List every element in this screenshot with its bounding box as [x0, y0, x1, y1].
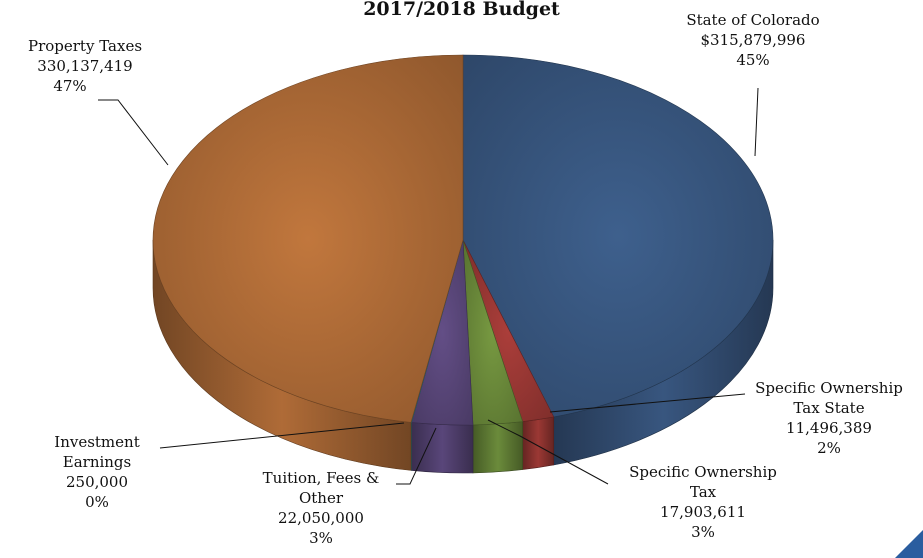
label-sot-name2: Tax: [689, 483, 717, 501]
label-state-of-colorado: State of Colorado $315,879,996 45%: [668, 10, 838, 70]
label-state-name: State of Colorado: [686, 11, 820, 29]
leader-line: [754, 87, 759, 157]
pie-side-specific-ownership-tax-state: [522, 416, 555, 470]
label-investment-percent: 0%: [85, 493, 109, 511]
leader-line: [396, 427, 437, 485]
label-sot: Specific Ownership Tax 17,903,611 3%: [608, 462, 798, 542]
label-sot-state-percent: 2%: [817, 439, 841, 457]
label-property-taxes: Property Taxes 330,137,419 47%: [0, 36, 170, 96]
label-sot-value: 17,903,611: [660, 503, 746, 521]
label-tuition: Tuition, Fees & Other 22,050,000 3%: [246, 468, 396, 548]
label-state-percent: 45%: [736, 51, 770, 69]
corner-accent: [895, 530, 923, 558]
chart-title: 2017/2018 Budget: [363, 0, 560, 20]
label-property-name: Property Taxes: [27, 37, 143, 55]
label-property-percent: 47%: [53, 77, 87, 95]
label-sot-state-value: 11,496,389: [786, 419, 872, 437]
label-investment-value: 250,000: [65, 473, 129, 491]
label-sot-name1: Specific Ownership: [629, 463, 777, 481]
label-tuition-value: 22,050,000: [278, 509, 364, 527]
leader-line: [487, 419, 609, 485]
leader-line: [549, 393, 746, 413]
leader-line: [98, 99, 169, 166]
pie-slice-property-taxes: [152, 54, 464, 423]
label-tuition-percent: 3%: [309, 529, 333, 547]
label-sot-state-name1: Specific Ownership: [755, 379, 903, 397]
label-property-value: 330,137,419: [37, 57, 133, 75]
label-investment: Investment Earnings 250,000 0%: [32, 432, 162, 512]
label-sot-state: Specific Ownership Tax State 11,496,389 …: [735, 378, 923, 458]
leader-line: [159, 422, 405, 449]
label-investment-name2: Earnings: [62, 453, 132, 471]
label-tuition-name2: Other: [298, 489, 344, 507]
pie-slice-state-of-colorado: [462, 54, 774, 418]
pie-side-tuition-fees-other: [411, 422, 474, 474]
label-state-value: $315,879,996: [700, 31, 806, 49]
label-sot-percent: 3%: [691, 523, 715, 541]
label-sot-state-name2: Tax State: [793, 399, 865, 417]
label-tuition-name1: Tuition, Fees &: [262, 469, 380, 487]
label-investment-name1: Investment: [54, 433, 140, 451]
pie-side-specific-ownership-tax: [472, 421, 523, 474]
